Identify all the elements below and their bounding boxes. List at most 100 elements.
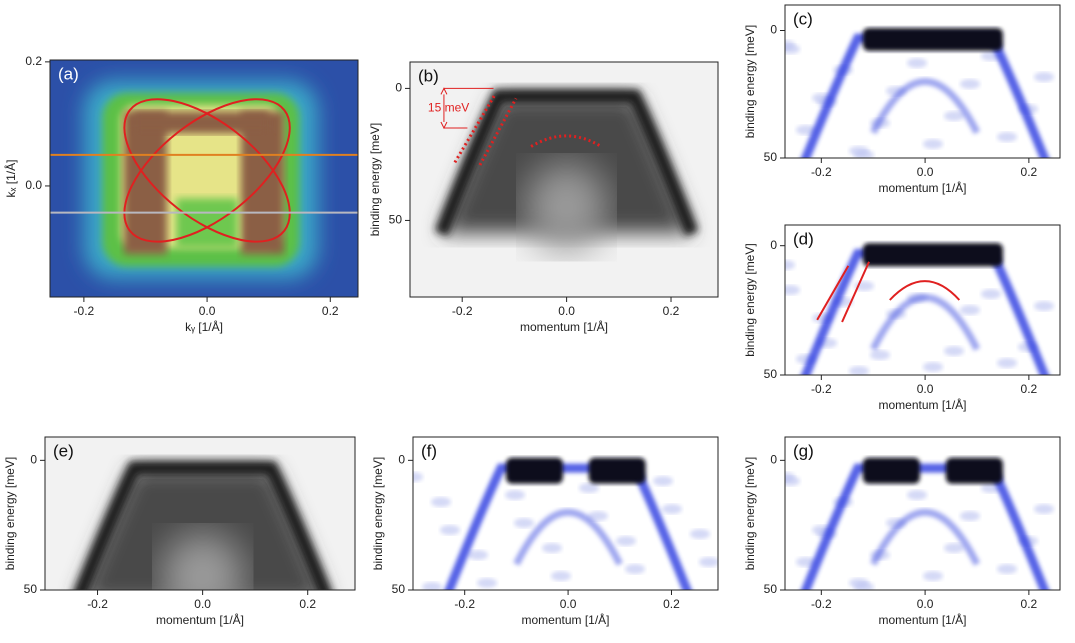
noise [997,358,1017,368]
noise [981,289,1001,299]
x-tick-label: -0.2 [452,304,473,318]
x-tick-label: -0.2 [87,597,108,611]
noise [997,132,1017,142]
noise [960,79,980,89]
y-tick-label: 0 [770,23,777,37]
map-top [133,111,269,134]
intensity [81,468,324,590]
band [513,508,623,566]
band [444,463,692,590]
noise [923,139,943,149]
panel-image [45,437,355,590]
y-tick-label: 0 [30,453,37,467]
band [870,293,981,351]
noise [907,490,927,500]
noise [944,111,964,121]
x-axis-label: momentum [1/Å] [520,319,608,334]
noise [944,543,964,553]
fermi-contour [123,98,291,243]
noise [796,557,816,567]
noise [422,582,442,590]
x-axis-label: kᵧ [1/Å] [185,319,223,334]
noise [849,366,869,375]
noise [699,557,718,567]
x-tick-label: -0.2 [811,382,832,396]
flat-band [862,457,920,484]
x-tick-label: -0.2 [454,597,475,611]
x-tick-label: 0.2 [299,597,316,611]
noise [551,571,571,581]
panel-label: (a) [58,64,79,83]
y-axis-label: binding energy [meV] [743,25,757,138]
y-tick-label: 0.2 [25,54,42,68]
band [870,78,981,135]
y-tick-label: 0.0 [25,178,42,192]
y-axis-label: binding energy [meV] [743,457,757,570]
noise [923,362,943,372]
intensity [74,461,332,590]
x-tick-label: 0.2 [663,597,680,611]
panel-image [50,60,358,297]
x-tick-label: -0.2 [811,597,832,611]
y-axis-label: binding energy [meV] [743,243,757,356]
x-axis-label: momentum [1/Å] [521,612,609,627]
noise [907,58,927,68]
x-tick-label: 0.2 [1021,382,1038,396]
panel-label: (g) [793,441,814,460]
noise [870,350,890,360]
noise [854,150,874,158]
x-tick-label: 0.2 [322,304,339,318]
y-tick-label: 0 [398,453,405,467]
y-axis-label: kₓ [1/Å] [3,160,18,198]
x-tick-label: 0.0 [917,382,934,396]
noise [785,44,800,54]
y-axis-label: binding energy [meV] [368,123,382,236]
noise [468,550,488,560]
noise [785,285,800,295]
y-tick-label: 50 [24,582,38,596]
noise [997,564,1017,574]
noise [960,511,980,521]
noise [854,582,874,590]
y-tick-label: 50 [764,367,778,381]
intensity [524,162,609,253]
noise [785,260,795,270]
panel-label: (f) [421,441,437,460]
x-axis-label: momentum [1/Å] [878,612,966,627]
plot-frame [784,224,1061,376]
noise [690,529,710,539]
noise [588,511,608,521]
x-axis-label: momentum [1/Å] [878,397,966,412]
annotation: 15 meV [428,100,469,114]
noise [944,346,964,356]
x-axis-label: momentum [1/Å] [156,612,244,627]
intensity [160,532,245,590]
flat-band [506,457,563,484]
noise [413,472,423,482]
noise [514,518,534,528]
noise [1034,504,1054,514]
band [800,463,1050,590]
y-tick-label: 50 [389,213,403,227]
noise [796,125,816,135]
x-tick-label: 0.0 [199,304,216,318]
panel-label: (d) [793,229,814,248]
noise [477,578,497,588]
panel-image [410,62,718,297]
x-tick-label: 0.0 [917,597,934,611]
band-guide [816,265,850,321]
band [870,508,981,566]
noise [662,504,682,514]
y-tick-label: 50 [764,582,778,596]
flat-band [862,27,1003,51]
flat-band [945,457,1003,484]
panel-image [785,437,1060,590]
x-tick-label: 0.2 [663,304,680,318]
noise [542,543,562,553]
band-guide [889,280,961,301]
plot-frame [409,61,719,298]
y-tick-label: 0 [395,81,402,95]
noise [440,525,460,535]
plot-frame [784,436,1061,591]
x-tick-label: 0.2 [1021,165,1038,179]
